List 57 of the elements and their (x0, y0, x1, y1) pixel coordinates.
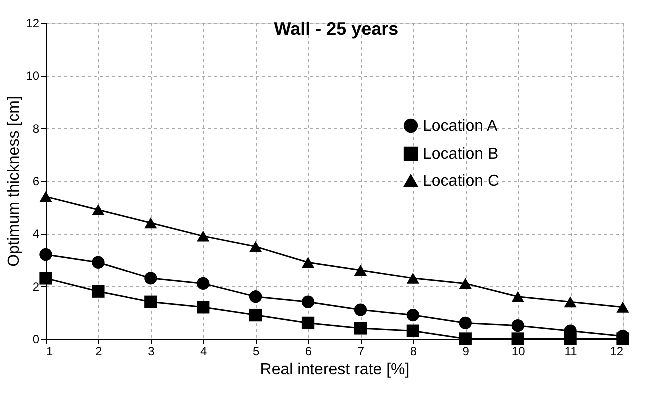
point (459, 316, 472, 330)
point (92, 285, 105, 298)
legend-label: Location B (423, 146, 499, 163)
point (302, 316, 315, 330)
point (92, 256, 105, 269)
point (197, 301, 210, 314)
point (249, 308, 262, 322)
point (302, 296, 315, 308)
point (197, 230, 210, 242)
x-tick-label: 5 (252, 344, 260, 358)
point (512, 332, 524, 346)
legend-label: Location C (423, 173, 500, 190)
point (40, 272, 52, 285)
y-tick-label: 4 (32, 227, 40, 242)
y-tick-label: 0 (32, 332, 40, 346)
y-tick-label: 6 (32, 174, 40, 188)
point (512, 320, 524, 332)
point (406, 308, 420, 322)
point (40, 248, 52, 262)
point (144, 218, 158, 229)
point (616, 302, 630, 313)
y-tick-label: 8 (32, 122, 40, 136)
x-axis-title: Real interest rate [%] (260, 362, 410, 378)
x-tick-label: 6 (305, 344, 312, 358)
point (354, 322, 368, 335)
chart-title: Wall - 25 years (274, 19, 399, 39)
point (354, 304, 368, 316)
x-tick-label: 9 (462, 344, 470, 358)
x-tick-label: 3 (148, 344, 156, 358)
point (249, 241, 262, 252)
point (197, 277, 210, 290)
y-axis-title: Optimum thickness [cm] (6, 96, 24, 267)
x-tick-label: 12 (610, 344, 624, 358)
point (406, 324, 420, 338)
x-tick-label: 1 (46, 344, 54, 358)
point (459, 278, 472, 290)
point (354, 265, 368, 276)
point (144, 272, 158, 285)
point (564, 296, 577, 308)
point (249, 290, 262, 304)
x-tick-label: 2 (96, 344, 103, 358)
x-tick-label: 11 (564, 344, 578, 358)
x-tick-label: 4 (200, 344, 208, 358)
y-tick-label: 2 (32, 280, 40, 294)
legend-label: Location A (423, 118, 498, 135)
point (92, 204, 105, 216)
point (406, 272, 420, 284)
point (40, 191, 52, 202)
y-tick-label: 12 (26, 16, 40, 30)
point (302, 257, 315, 268)
x-tick-label: 10 (512, 344, 526, 358)
x-tick-label: 8 (410, 344, 418, 358)
point (144, 296, 158, 308)
x-tick-label: 7 (358, 344, 365, 358)
point (512, 291, 524, 302)
point (459, 332, 472, 346)
y-tick-label: 10 (26, 69, 40, 84)
